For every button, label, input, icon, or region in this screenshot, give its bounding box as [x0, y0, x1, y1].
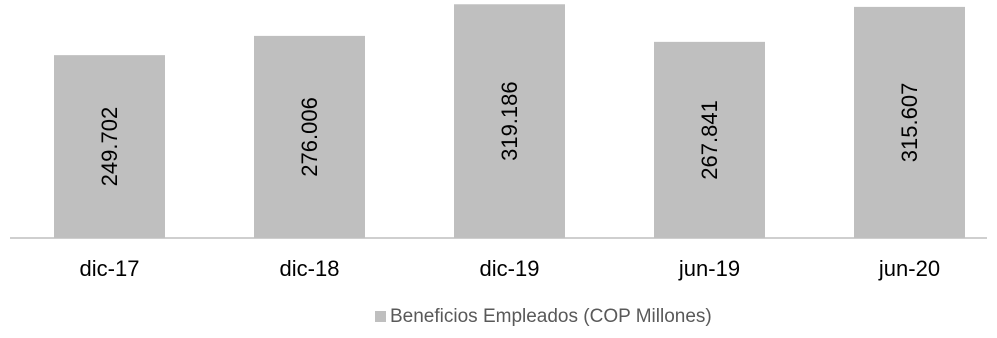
x-tick-label-dic-19: dic-19 [480, 256, 540, 281]
x-tick-labels: dic-17 dic-18 dic-19 jun-19 jun-20 [80, 256, 941, 281]
legend: Beneficios Empleados (COP Millones) [375, 306, 712, 327]
legend-swatch [375, 311, 386, 322]
data-label-jun-20: 315.607 [897, 83, 922, 163]
data-label-jun-19: 267.841 [697, 100, 722, 180]
bar-dic-18 [254, 35, 365, 239]
x-tick-label-jun-20: jun-20 [878, 256, 940, 281]
x-tick-label-dic-17: dic-17 [80, 256, 140, 281]
bar-dic-19 [454, 4, 565, 239]
legend-label: Beneficios Empleados (COP Millones) [390, 306, 712, 327]
x-tick-label-dic-18: dic-18 [280, 256, 340, 281]
data-label-dic-19: 319.186 [497, 81, 522, 161]
data-label-dic-17: 249.702 [97, 107, 122, 187]
data-label-dic-18: 276.006 [297, 97, 322, 177]
bar-jun-19 [654, 41, 765, 239]
bar-dic-17 [54, 55, 165, 239]
bar-jun-20 [854, 6, 965, 238]
bars-layer: 249.702 276.006 319.186 267.841 315.607 [54, 4, 965, 239]
x-tick-label-jun-19: jun-19 [678, 256, 740, 281]
